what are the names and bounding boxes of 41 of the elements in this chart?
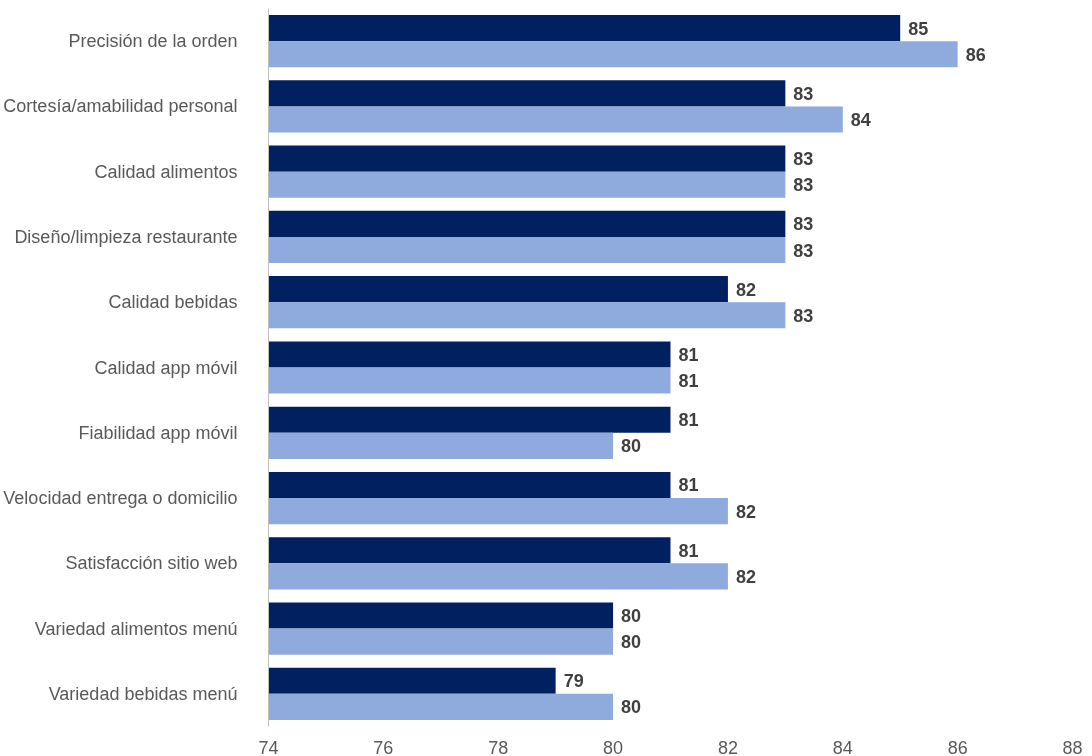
y-tick-label: Diseño/limpieza restaurante <box>14 226 238 247</box>
data-label: 83 <box>793 149 814 170</box>
data-label: 81 <box>678 371 699 392</box>
data-label: 81 <box>678 540 699 561</box>
y-tick-label: Satisfacción sitio web <box>65 553 238 574</box>
data-label: 81 <box>678 475 699 496</box>
data-label: 83 <box>793 83 814 104</box>
data-label: 83 <box>793 305 814 326</box>
data-label: 81 <box>678 410 699 431</box>
data-label: 83 <box>793 175 814 196</box>
data-label: 81 <box>678 344 699 365</box>
y-tick-label: Fiabilidad app móvil <box>78 422 238 443</box>
data-label: 80 <box>621 632 642 653</box>
data-label: 86 <box>965 44 986 65</box>
data-label: 82 <box>735 279 756 300</box>
data-label: 80 <box>621 436 642 457</box>
data-label: 83 <box>793 214 814 235</box>
x-tick-label: 86 <box>947 737 968 756</box>
y-tick-label: Calidad alimentos <box>94 161 238 182</box>
x-tick-label: 82 <box>717 737 738 756</box>
data-label: 83 <box>793 240 814 261</box>
data-label: 85 <box>908 18 929 39</box>
x-tick-label: 84 <box>832 737 853 756</box>
y-tick-label: Variedad bebidas menú <box>48 683 238 704</box>
data-label: 82 <box>735 566 756 587</box>
data-label: 80 <box>621 697 642 718</box>
y-tick-label: Calidad app móvil <box>94 357 238 378</box>
y-tick-label: Variedad alimentos menú <box>34 618 238 639</box>
data-label: 79 <box>563 671 584 692</box>
data-label: 80 <box>621 606 642 627</box>
y-tick-label: Cortesía/amabilidad personal <box>3 96 238 117</box>
x-tick-label: 74 <box>258 737 279 756</box>
data-label: 84 <box>850 109 871 130</box>
y-tick-label: Precisión de la orden <box>68 31 238 52</box>
x-tick-label: 80 <box>603 737 624 756</box>
data-label: 82 <box>735 501 756 522</box>
y-tick-label: Calidad bebidas <box>108 292 238 313</box>
x-tick-label: 76 <box>373 737 394 756</box>
y-tick-label: Velocidad entrega o domicilio <box>3 488 238 509</box>
x-tick-label: 78 <box>488 737 509 756</box>
x-tick-label: 88 <box>1062 737 1083 756</box>
